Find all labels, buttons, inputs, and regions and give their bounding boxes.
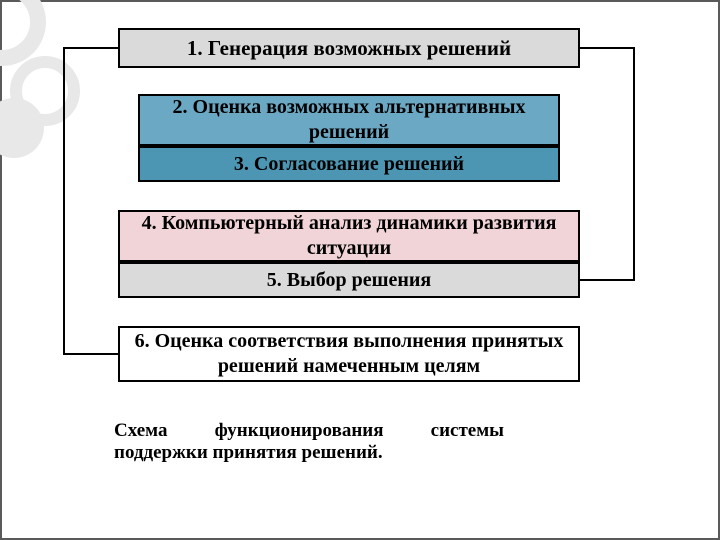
step-box-6: 6. Оценка соответствия выполнения принят… [118,326,580,382]
step-box-5: 5. Выбор решения [118,262,580,298]
connector-right [580,48,634,280]
step-box-1: 1. Генерация возможных решений [118,28,580,68]
diagram-caption: Схема функционирования системы поддержки… [114,420,504,464]
caption-line1: Схема функционирования системы [114,420,504,442]
slide-root: 1. Генерация возможных решений 2. Оценка… [0,0,720,540]
step-box-2: 2. Оценка возможных альтернативных решен… [138,94,560,146]
caption-line2: поддержки принятия решений. [114,442,504,464]
step-box-4: 4. Компьютерный анализ динамики развития… [118,210,580,262]
step-box-3: 3. Согласование решений [138,146,560,182]
